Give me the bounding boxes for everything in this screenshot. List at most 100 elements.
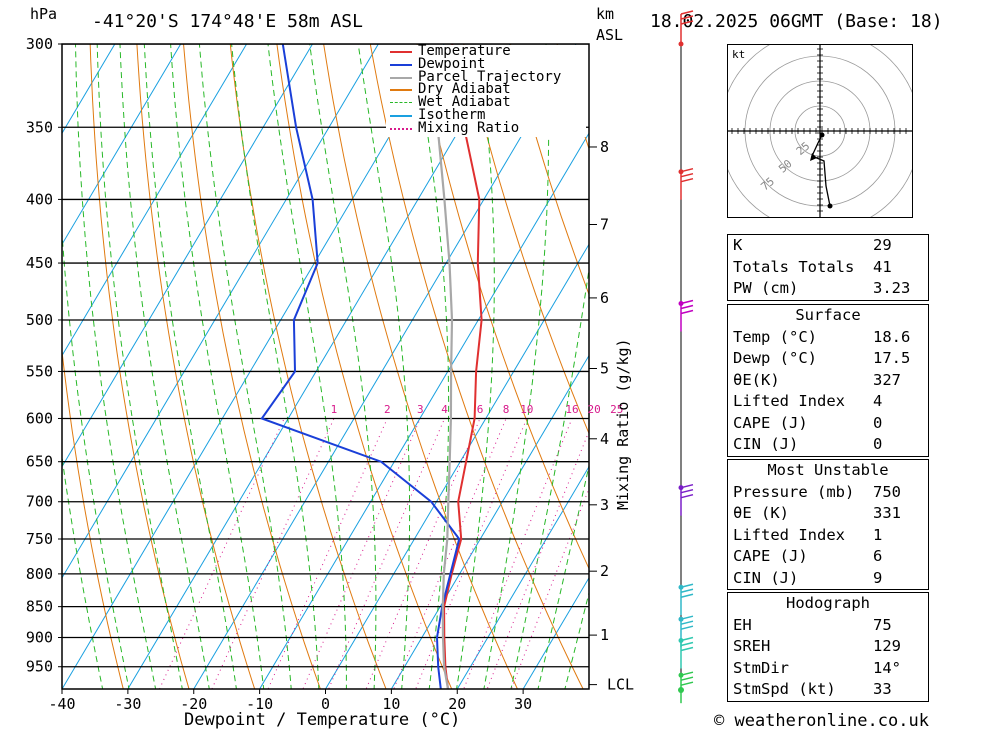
temp-tick-label: 20 <box>448 695 466 713</box>
pressure-tick-label: 300 <box>26 35 53 53</box>
height-unit-label: km <box>596 5 615 23</box>
stat-row: CAPE (J) 0 <box>728 413 928 435</box>
mixing-ratio-line <box>328 418 446 689</box>
legend-entry: Mixing Ratio <box>386 119 586 136</box>
pressure-tick-label: 900 <box>26 629 53 647</box>
wind-barb-flag <box>680 20 694 25</box>
pressure-tick-label: 700 <box>26 493 53 511</box>
wind-barb-flag <box>680 676 694 681</box>
series-dewpoint <box>260 44 461 689</box>
dry-adiabat-line <box>931 0 1000 721</box>
plot-frame <box>61 43 590 690</box>
stat-row: Totals Totals 41 <box>728 257 928 279</box>
wind-barb <box>678 10 694 47</box>
stat-row: Dewp (°C) 17.5 <box>728 348 928 370</box>
pressure-tick-label: 450 <box>26 254 53 272</box>
stat-value: 327 <box>873 370 901 389</box>
legend-swatch <box>390 89 412 92</box>
stat-label: Lifted Index <box>733 392 845 410</box>
height-tick-label: LCL <box>607 676 634 694</box>
stat-row: PW (cm) 3.23 <box>728 278 928 300</box>
wind-barb-flag <box>680 646 694 652</box>
stat-label: Dewp (°C) <box>733 349 817 367</box>
stat-row: StmDir 14° <box>728 658 928 680</box>
isotherm-line <box>62 44 116 135</box>
hodograph-start-dot <box>819 132 825 138</box>
legend-label: Dry Adiabat <box>418 81 511 98</box>
height-tick-label: 5 <box>600 360 609 378</box>
stat-row: EH 75 <box>728 615 928 637</box>
height-tick-label: 7 <box>600 215 609 233</box>
wind-barb-flag <box>680 593 694 598</box>
temp-tick-label: -40 <box>48 695 75 713</box>
dry-adiabat-line <box>229 44 387 689</box>
hodograph-stats-title: Hodograph <box>786 594 870 612</box>
pressure-tick-label: 650 <box>26 453 53 471</box>
wind-barb-flag <box>680 304 694 310</box>
stat-value: 29 <box>873 236 892 254</box>
surface-panel: Surface Temp (°C) 18.6 Dewp (°C) 17.5 θE(K) 3… <box>727 304 929 457</box>
wind-barb-dot <box>678 169 684 175</box>
mixing-ratio-label: 25 <box>610 403 623 416</box>
stat-label: PW (cm) <box>733 279 799 297</box>
wind-barb-flag <box>680 620 694 625</box>
mixing-ratio-label: 8 <box>503 403 510 416</box>
stat-row: CIN (J) 9 <box>728 568 928 590</box>
height-tick-label: 6 <box>600 289 609 307</box>
chart-legend: Temperature Dewpoint Parcel Trajectory Dry … <box>386 44 586 137</box>
wind-barb <box>678 583 694 616</box>
wind-barb-dot <box>678 485 684 491</box>
height-tick-label: 3 <box>600 496 609 514</box>
pressure-tick-label: 750 <box>26 530 53 548</box>
pressure-tick-label: 400 <box>26 190 53 208</box>
most-unstable-panel: Most Unstable Pressure (mb) 750 θE (K) 331 L… <box>727 459 929 590</box>
hodograph-trace <box>811 134 831 207</box>
legend-entry: Parcel Trajectory <box>386 70 586 83</box>
surface-title: Surface <box>795 306 861 324</box>
dry-adiabat-line <box>62 347 124 689</box>
wind-barb-dot <box>678 301 684 307</box>
legend-swatch <box>390 51 412 53</box>
stat-value: 1 <box>873 525 883 544</box>
isotherm-line <box>456 465 589 689</box>
wind-barb <box>678 636 694 669</box>
mixing-ratio-label: 3 <box>417 403 424 416</box>
wind-barb-flag <box>680 641 694 647</box>
stat-row: Pressure (mb) 750 <box>728 482 928 504</box>
dry-adiabat-line <box>369 44 584 689</box>
stat-label: StmSpd (kt) <box>733 680 836 698</box>
mixing-ratio-line <box>486 430 589 689</box>
stat-row: Lifted Index 4 <box>728 391 928 413</box>
legend-label: Dewpoint <box>418 55 486 72</box>
hodograph-ring-label: 75 <box>759 175 778 193</box>
stat-row: CAPE (J) 6 <box>728 546 928 568</box>
wind-barb-dot <box>678 616 684 622</box>
isotherm-line <box>390 354 589 689</box>
wet-adiabat-line <box>267 44 347 689</box>
pressure-tick-label: 350 <box>26 118 53 136</box>
stat-label: K <box>733 236 743 254</box>
stat-label: SREH <box>733 637 771 655</box>
isotherm-line <box>259 132 589 689</box>
stat-value: 9 <box>873 568 883 587</box>
x-axis-title: Dewpoint / Temperature (°C) <box>184 710 461 730</box>
wind-barb <box>678 483 694 516</box>
height-tick-label: 4 <box>600 430 609 448</box>
stat-row: Temp (°C) 18.6 <box>728 327 928 349</box>
hodograph-stats-panel: Hodograph EH 75 SREH 129 StmDir 14° StmSpd (kt… <box>727 592 929 702</box>
temp-tick-label: 30 <box>514 695 532 713</box>
mixing-ratio-line <box>158 418 285 689</box>
stat-label: θE(K) <box>733 370 780 389</box>
pressure-unit-label: hPa <box>30 5 58 23</box>
wind-barb-flag <box>680 625 694 630</box>
legend-label: Mixing Ratio <box>418 119 520 136</box>
pressure-tick-label: 500 <box>26 311 53 329</box>
wet-adiabat-line <box>537 463 589 689</box>
stat-label: Lifted Index <box>733 525 845 544</box>
copyright-footer[interactable]: © weatheronline.co.uk <box>714 711 929 731</box>
legend-entry: Isotherm <box>386 108 586 122</box>
pressure-tick-label: 950 <box>26 658 53 676</box>
stat-value: 3.23 <box>873 279 911 297</box>
pressure-tick-label: 850 <box>26 598 53 616</box>
